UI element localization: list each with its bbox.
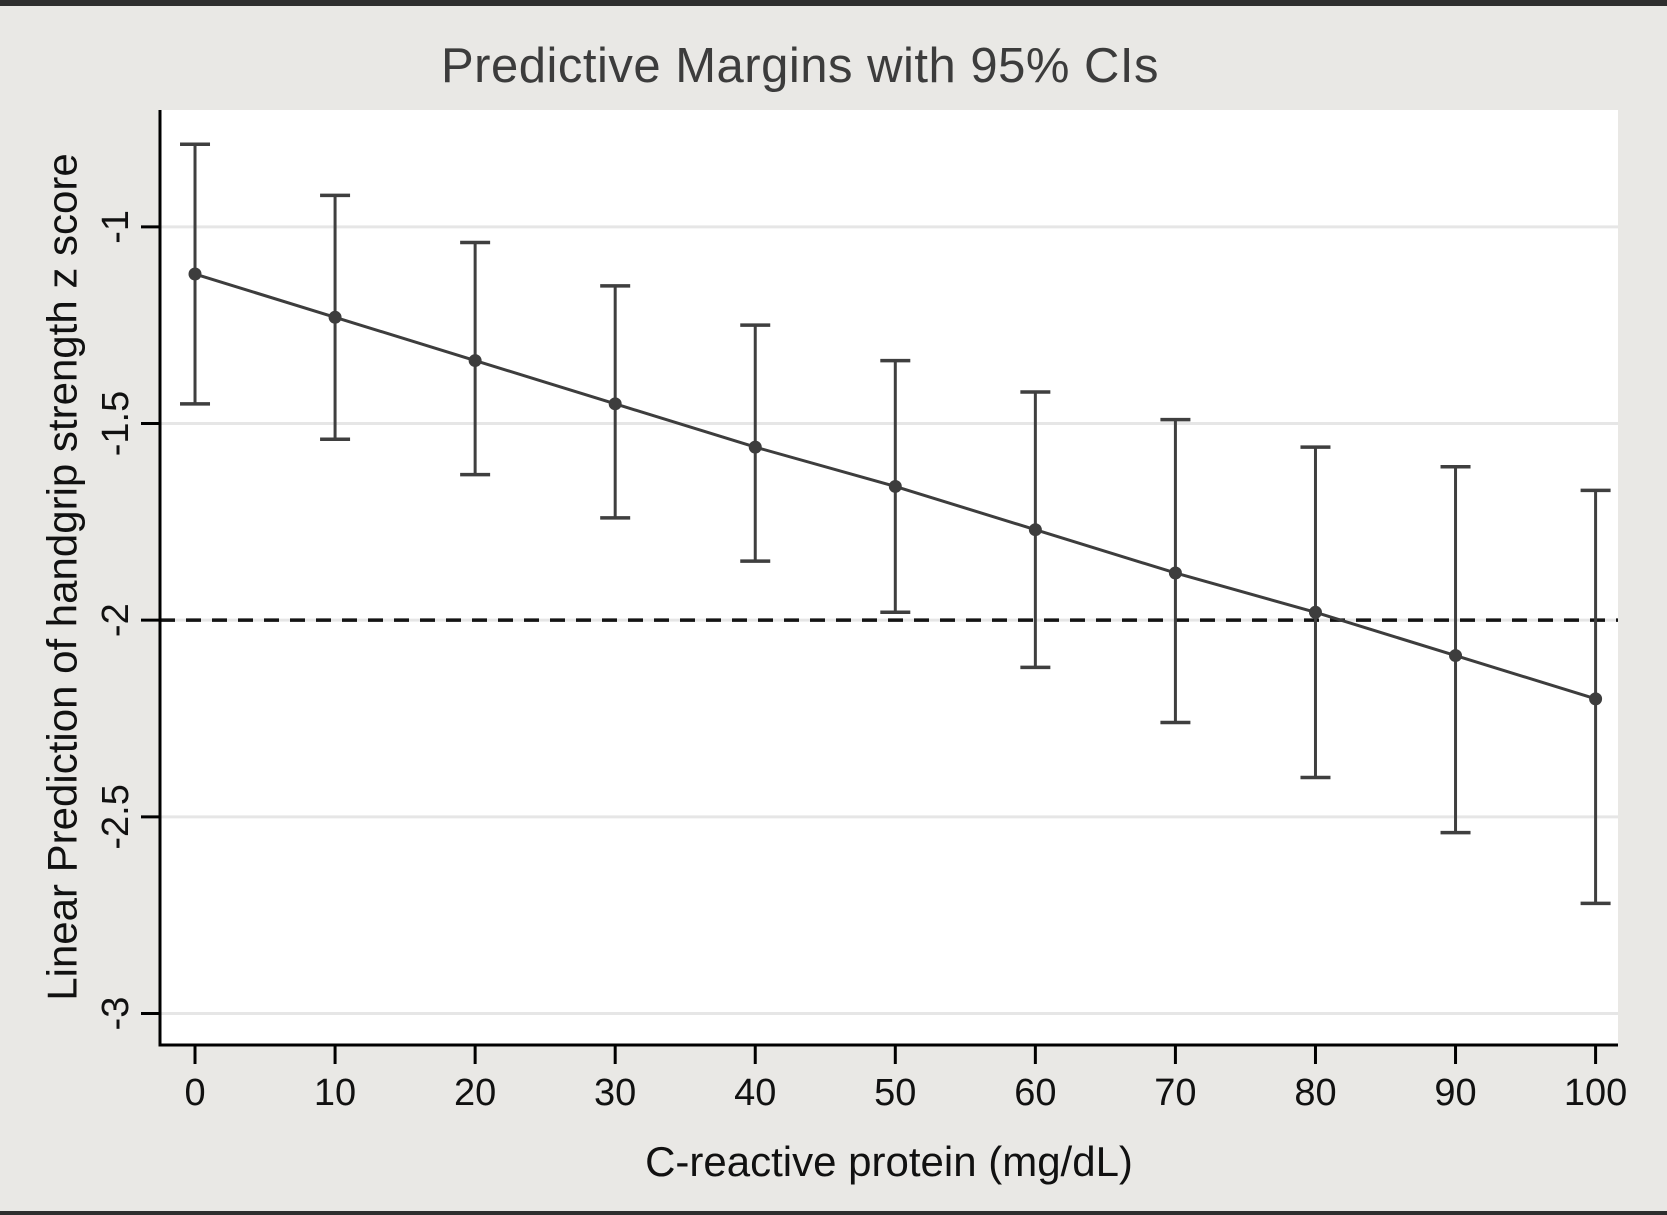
x-tick-label: 60 [1014,1072,1056,1114]
chart-title: Predictive Margins with 95% CIs [440,39,1160,93]
y-tick-label: -2.5 [95,784,137,849]
x-tick-label: 90 [1434,1072,1476,1114]
x-tick-label: 10 [314,1072,356,1114]
data-point-marker [888,479,902,493]
y-tick-label: -2 [95,603,137,637]
data-point-marker [1589,692,1603,706]
x-tick-label: 0 [184,1072,205,1114]
data-point-marker [468,354,482,368]
x-tick-label: 70 [1154,1072,1196,1114]
plot-area [160,110,1618,1045]
figure-bottom-border [0,1211,1667,1215]
x-tick-label: 40 [734,1072,776,1114]
x-tick-label: 100 [1564,1072,1627,1114]
data-point-marker [1449,649,1463,663]
y-tick-label: -3 [95,997,137,1031]
x-tick-label: 80 [1294,1072,1336,1114]
data-point-marker [328,310,342,324]
x-axis-title: C-reactive protein (mg/dL) [645,1138,1133,1185]
x-tick-label: 20 [454,1072,496,1114]
data-point-marker [608,397,622,411]
y-tick-label: -1 [95,210,137,244]
data-point-marker [748,440,762,454]
data-point-marker [1028,523,1042,537]
x-tick-label: 30 [594,1072,636,1114]
data-point-marker [188,267,202,281]
y-tick-label: -1.5 [95,391,137,456]
data-point-marker [1308,605,1322,619]
x-tick-label: 50 [874,1072,916,1114]
data-point-marker [1168,566,1182,580]
figure-top-border [0,0,1667,6]
